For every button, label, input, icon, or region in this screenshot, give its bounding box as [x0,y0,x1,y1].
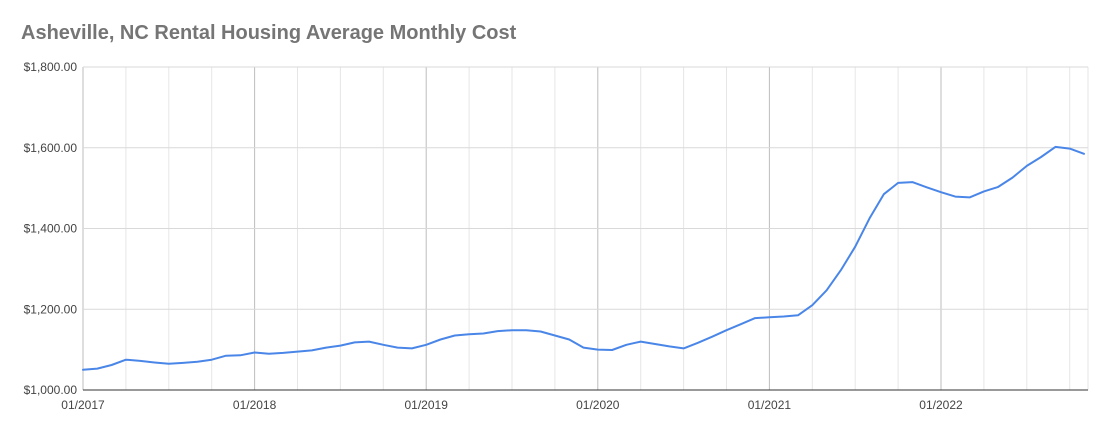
x-tick-label: 01/2019 [405,398,449,412]
series-line [82,145,1085,371]
y-tick-label: $1,800.00 [24,60,78,74]
x-tick-label: 01/2022 [919,398,963,412]
y-axis-labels: $1,000.00 $1,200.00 $1,400.00 $1,600.00 $1,8… [24,60,78,397]
x-axis-labels: 01/2017 01/2018 01/2019 01/2020 01/2021 01/20… [61,398,963,412]
chart-title: Asheville, NC Rental Housing Average Mon… [21,22,517,44]
x-tick-label: 01/2020 [576,398,620,412]
y-tick-label: $1,400.00 [24,222,78,236]
series-group [82,145,1085,371]
x-tick-label: 01/2018 [233,398,277,412]
x-tick-label: 01/2021 [748,398,792,412]
horizontal-gridlines [83,66,1088,391]
y-tick-label: $1,600.00 [24,141,78,155]
y-tick-label: $1,200.00 [24,302,78,316]
x-tick-label: 01/2017 [61,398,105,412]
y-tick-label: $1,000.00 [24,383,78,397]
